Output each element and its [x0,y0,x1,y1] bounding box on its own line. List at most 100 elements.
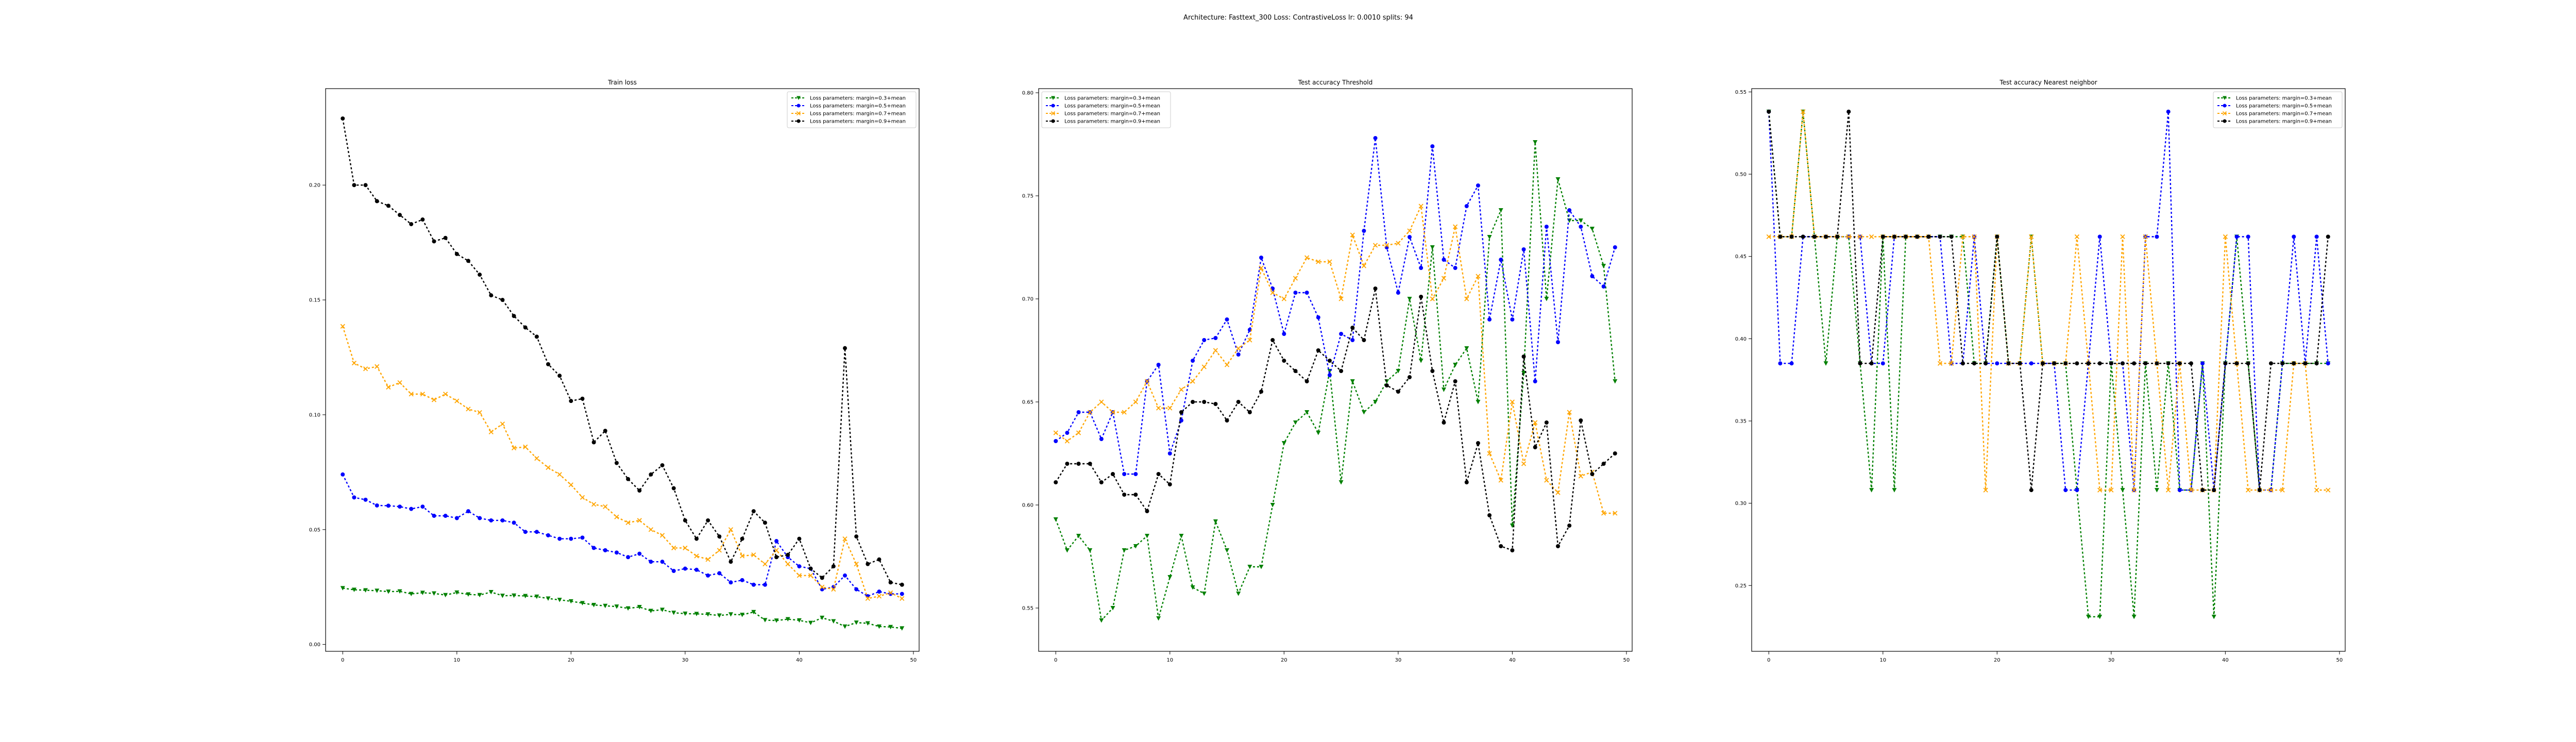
data-point [1915,234,1920,239]
data-point [1327,373,1332,377]
data-point [1972,234,1977,240]
data-point [1191,400,1195,404]
data-point [1156,406,1161,411]
data-point [1544,420,1549,425]
data-point [2223,361,2228,366]
data-point [683,566,687,571]
y-tick-label: 0.50 [1735,172,1747,178]
data-point [2154,488,2159,493]
y-tick-label: 0.60 [1022,503,1033,509]
data-point [386,204,391,208]
data-point [2132,361,2137,366]
data-point [2314,234,2319,239]
data-point [1133,544,1138,549]
data-point [534,530,539,534]
data-point [1555,177,1561,182]
data-point [648,609,653,614]
legend-marker [1051,104,1055,108]
data-point [1476,274,1481,279]
data-point [363,366,368,372]
data-point [1487,513,1492,517]
data-point [1270,503,1275,508]
data-point [762,561,768,567]
data-point [1544,297,1549,301]
data-point [352,183,357,188]
data-point [466,259,470,263]
data-point [546,533,550,537]
data-point [1396,241,1401,246]
data-point [2131,487,2137,493]
data-point [431,397,437,402]
data-point [478,516,482,520]
data-point [409,592,414,597]
y-tick-label: 0.35 [1735,418,1747,424]
data-point [1778,234,1783,239]
data-point [854,534,859,539]
y-tick-label: 0.05 [309,527,320,533]
data-point [1476,400,1481,404]
data-point [774,539,779,544]
data-point [1179,410,1183,414]
data-point [900,592,904,596]
data-point [557,536,562,541]
legend-box [1041,91,1171,128]
data-point [1869,361,1874,366]
data-point [785,561,790,567]
data-point [751,610,756,615]
data-point [820,584,825,589]
data-point [363,183,368,188]
data-point [1556,340,1560,344]
data-point [2155,234,2159,239]
data-point [1259,265,1264,271]
data-point [1236,592,1241,596]
data-point [443,235,448,240]
legend-marker [1051,96,1055,100]
data-point [1453,379,1458,383]
series-markers [1054,286,1617,552]
data-point [1533,379,1537,383]
data-point [1601,284,1606,289]
legend-entry: Loss parameters: margin=0.9+mean [1046,119,1160,125]
data-point [888,580,893,585]
data-point [751,552,756,558]
data-point [2074,234,2080,240]
data-point [1824,234,1828,239]
data-point [1498,208,1503,213]
legend-entry: Loss parameters: margin=0.5+mean [791,104,906,109]
data-point [1190,379,1195,384]
data-point [1767,109,1771,114]
data-point [842,536,848,542]
y-tick-label: 0.25 [1735,583,1747,589]
data-point [1122,493,1127,497]
data-point [2234,234,2239,239]
data-point [2075,361,2079,366]
legend: Loss parameters: margin=0.3+mean Loss par… [1041,91,1171,128]
data-point [659,533,665,538]
data-point [637,604,642,610]
data-point [1064,548,1070,553]
data-point [2292,361,2296,366]
legend-marker [796,119,801,123]
data-point [534,456,539,461]
y-tick-label: 0.70 [1022,297,1033,302]
data-point [740,536,744,541]
data-point [432,239,436,244]
data-point [1362,338,1366,342]
data-point [705,557,710,562]
data-point [340,586,345,591]
data-point [1201,592,1207,596]
data-point [1601,462,1606,466]
data-point [1201,364,1207,369]
x-tick-label: 10 [1879,657,1886,663]
data-point [2063,488,2068,493]
data-point [1122,548,1127,553]
data-point [843,573,847,578]
data-point [1282,332,1286,336]
data-point [557,598,562,602]
data-point [2121,361,2125,366]
data-point [2052,361,2057,366]
data-point [660,608,665,612]
data-point [500,298,505,302]
y-tick-label: 0.55 [1735,90,1747,95]
data-point [1327,359,1332,363]
